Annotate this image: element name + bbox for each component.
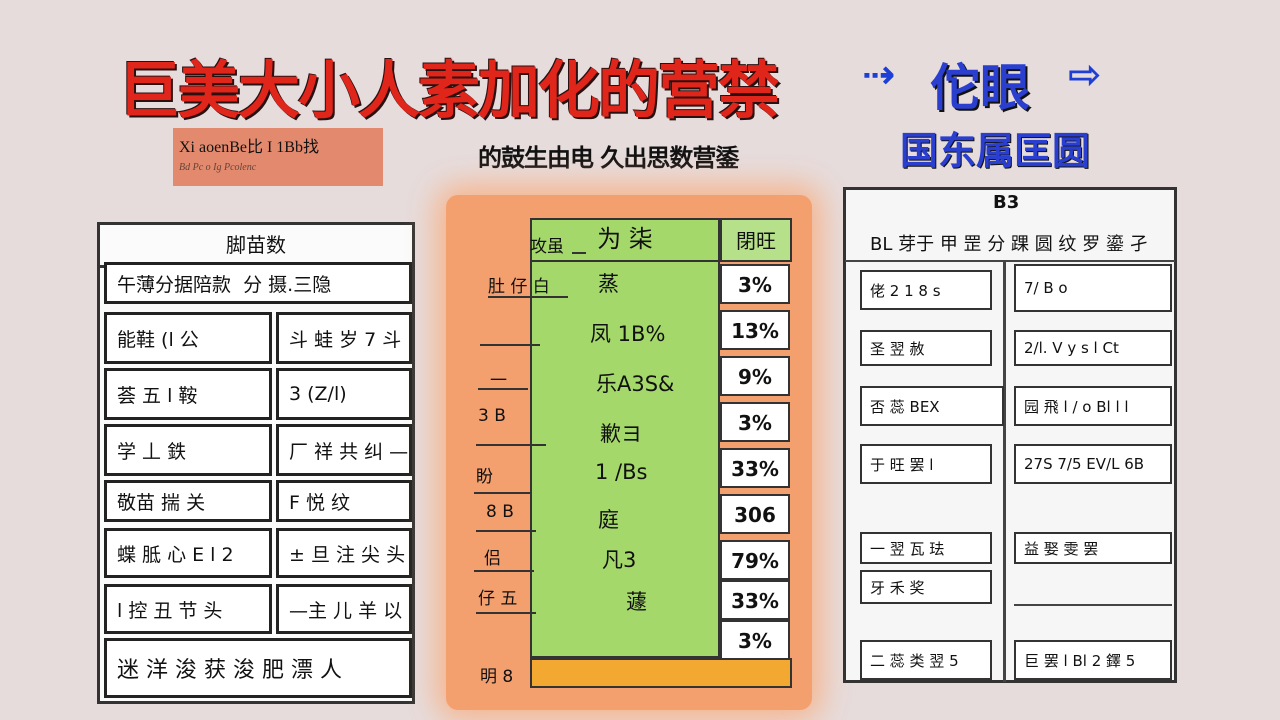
cell: 午薄分据陪款 [117, 273, 232, 296]
green-column [530, 218, 720, 658]
right-right-item: 27S 7/5 EV/L 6B [1014, 444, 1172, 484]
cell: 分 摄.三隐 [243, 273, 332, 296]
left-table-cell: —主 儿 羊 以 乡 [276, 584, 412, 634]
side-label: 侣 [484, 549, 501, 569]
right-left-item: 牙 禾 奖 [860, 570, 992, 604]
red-label: Xi aoenBe比 I 1Bb找 Bd Pc o Ig Pcolenc [173, 128, 383, 186]
tick [480, 344, 540, 346]
red-label-line1: Xi aoenBe比 I 1Bb找 [179, 139, 319, 156]
tick [476, 444, 546, 446]
left-table-row: 午薄分据陪款 分 摄.三隐 [104, 262, 412, 304]
right-right-item: 2/l. V y s l Ct [1014, 330, 1172, 366]
left-table-cell: F 悦 纹 [276, 480, 412, 522]
right-panel-top-label: B3 [993, 192, 1020, 213]
tick [476, 530, 536, 532]
row-label: 1 /Bs [595, 460, 648, 484]
green-header: 为 柒 [530, 218, 720, 262]
middle-heading: 的鼓生由电 久出思数营鋈 [478, 144, 739, 172]
side-label: 8 B [486, 502, 514, 522]
row-label: 乐A3S& [596, 372, 675, 396]
orange-bar [530, 658, 792, 688]
side-label: 攻虽 [530, 237, 564, 257]
side-label: 一 [490, 371, 507, 391]
left-table-cell: 斗 蛙 岁 7 斗 [276, 312, 412, 364]
percent-cell: 3% [720, 402, 790, 442]
title-right: 佗眼 [930, 58, 1030, 117]
right-right-item: 园 飛 l / o Bl l l [1014, 386, 1172, 426]
right-left-item: 一 翌 瓦 珐 [860, 532, 992, 564]
left-table-cell: 3 (Z/l) [276, 368, 412, 420]
row-label: 凤 1B% [590, 322, 666, 346]
side-label: 肚 仔 白 [488, 277, 550, 297]
row-label: 蒸 [598, 272, 619, 296]
column-divider [1003, 262, 1006, 682]
left-table-cell: 厂 祥 共 纠 — [276, 424, 412, 476]
tick [474, 492, 530, 494]
row-label: 歉ヨ [600, 422, 642, 446]
side-label: 盼 [476, 467, 493, 487]
arrow-left-icon: ⇢ [862, 52, 896, 98]
side-label: 3 B [478, 406, 506, 426]
red-label-line2: Bd Pc o Ig Pcolenc [179, 162, 257, 173]
side-label: 仔 五 [478, 589, 518, 609]
left-table-cell: ± 旦 注 尖 头 [276, 528, 412, 578]
percent-cell: 13% [720, 310, 790, 350]
left-table-cell: 能鞋 (l 公 [104, 312, 272, 364]
row-label: 凡3 [602, 548, 637, 572]
left-table-cell: 学 丄 鉄 [104, 424, 272, 476]
right-left-item: 佬 2 1 8 s [860, 270, 992, 310]
percent-cell: 3% [720, 264, 790, 304]
tick [476, 612, 536, 614]
left-table-cell: l 控 丑 节 头 [104, 584, 272, 634]
percent-cell: 33% [720, 448, 790, 488]
percent-cell: 3% [720, 620, 790, 660]
tick [478, 388, 528, 390]
percent-cell: 79% [720, 540, 790, 580]
row-label: 庭 [598, 508, 619, 532]
divider [845, 260, 1175, 262]
left-table-cell: 蝶 胝 心 E l 2 [104, 528, 272, 578]
tick [488, 296, 568, 298]
right-right-item: 巨 罢 l Bl 2 鐸 5 [1014, 640, 1172, 680]
left-table-cell: 荟 五 l 鞍 [104, 368, 272, 420]
right-right-item: 7/ B o [1014, 264, 1172, 312]
right-right-item: 益 娶 雯 罢 [1014, 532, 1172, 564]
percent-cell: 306 [720, 494, 790, 534]
tick [474, 570, 534, 572]
right-panel-heading: BL 芽于 甲 罡 分 踝 圆 纹 罗 鎏 孑 [870, 234, 1148, 255]
right-left-item: 圣 翌 赦 [860, 330, 992, 366]
side-label: 明 8 [480, 667, 514, 687]
percent-header: 閉旺 [720, 218, 792, 262]
right-left-item: 否 蕊 BEX [860, 386, 1004, 426]
percent-cell: 33% [720, 580, 790, 620]
tick [572, 252, 586, 254]
arrow-right-icon: ⇨ [1068, 52, 1102, 98]
left-table-footer: 迷 洋 浚 获 浚 肥 漂 人 [104, 638, 412, 698]
divider [1014, 604, 1172, 606]
right-left-item: 二 蕊 类 翌 5 [860, 640, 992, 680]
main-title: 巨美大小人素加化的营禁 [118, 54, 780, 127]
left-table-cell: 敬苗 揣 关 [104, 480, 272, 522]
percent-cell: 9% [720, 356, 790, 396]
right-left-item: 于 旺 罢 l [860, 444, 992, 484]
subtitle: 国东属匡圆 [900, 128, 1091, 173]
row-label: 蘧 [626, 590, 647, 614]
